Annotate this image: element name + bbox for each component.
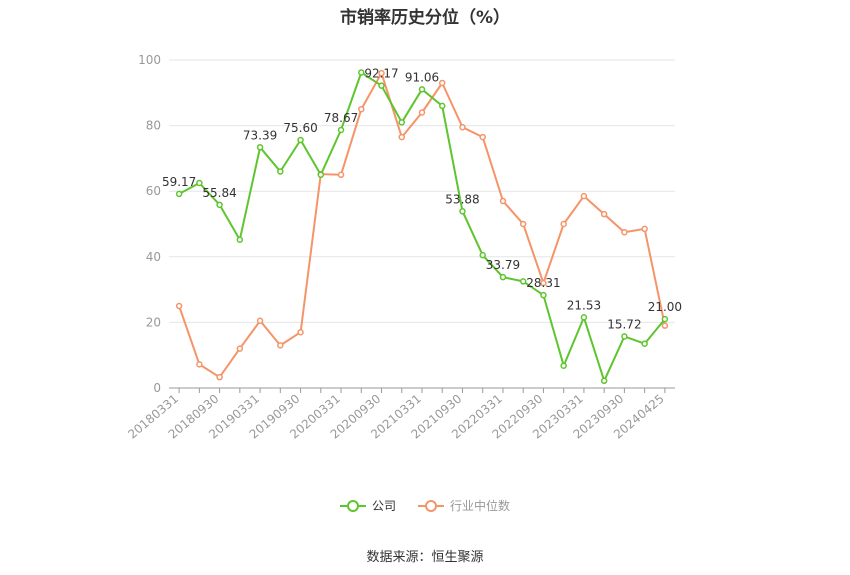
legend-industry-swatch-icon [418, 499, 444, 513]
data-point-company [358, 69, 365, 76]
y-tick-label: 80 [146, 119, 161, 133]
data-source: 数据来源：恒生聚源 [366, 550, 484, 565]
data-point-company [277, 168, 284, 175]
data-point-industry [540, 279, 547, 287]
data-point-company [560, 362, 567, 369]
legend-industry-label: 行业中位数 [450, 499, 511, 513]
data-point-industry [175, 302, 183, 310]
data-point-company [297, 136, 304, 144]
series-line-company [178, 71, 666, 382]
data-point-industry [499, 197, 507, 205]
legend-item-company[interactable]: 公司 [339, 497, 396, 514]
data-label: 15.72 [607, 317, 641, 331]
data-point-company [236, 236, 244, 243]
data-label: 55.84 [202, 186, 236, 200]
data-label: 78.67 [324, 111, 358, 125]
legend-company-label: 公司 [371, 499, 396, 513]
data-point-company [175, 190, 183, 198]
y-tick-label: 40 [146, 250, 161, 264]
data-point-company [378, 82, 385, 89]
data-point-industry [418, 109, 426, 116]
data-point-industry [459, 123, 466, 131]
data-point-company [196, 179, 203, 187]
data-point-company [317, 171, 325, 179]
data-label: 91.06 [405, 70, 439, 84]
data-point-industry [661, 322, 669, 329]
data-point-industry [358, 105, 365, 113]
data-point-industry [196, 361, 203, 368]
data-label: 75.60 [283, 121, 317, 135]
data-label: 53.88 [445, 192, 479, 206]
y-tick-label: 60 [146, 184, 161, 198]
data-point-industry [277, 342, 284, 349]
data-point-industry [641, 225, 648, 233]
data-point-company [661, 315, 669, 323]
data-label: 21.53 [567, 298, 601, 312]
data-point-industry [621, 228, 628, 236]
y-tick-label: 20 [146, 315, 161, 329]
data-point-industry [600, 210, 608, 218]
data-point-company [438, 102, 446, 110]
y-tick-label: 0 [153, 381, 161, 395]
data-label: 73.39 [243, 128, 277, 142]
data-label: 21.00 [648, 300, 682, 314]
data-point-industry [398, 133, 406, 141]
y-tick-label: 100 [138, 53, 161, 67]
data-point-industry [236, 345, 244, 352]
data-point-company [641, 340, 648, 347]
data-point-company [479, 251, 486, 259]
data-point-company [418, 86, 426, 93]
data-point-industry [297, 328, 304, 336]
data-point-company [459, 208, 466, 215]
data-point-industry [479, 133, 486, 141]
data-point-company [580, 314, 588, 321]
series-line-industry [178, 72, 666, 379]
data-label: 28.31 [526, 276, 560, 290]
legend-item-industry[interactable]: 行业中位数 [418, 497, 510, 514]
data-point-industry [256, 317, 264, 325]
data-point-company [256, 144, 264, 151]
line-chart: 0204060801002018033120180930201903312019… [125, 53, 682, 442]
data-point-industry [378, 69, 385, 77]
data-point-industry [519, 220, 527, 228]
legend-company-swatch-icon [339, 499, 366, 513]
data-label: 33.79 [486, 258, 520, 272]
data-point-industry [580, 192, 588, 200]
data-point-company [621, 333, 628, 340]
data-point-company [216, 201, 223, 209]
data-point-company [519, 278, 527, 285]
data-point-company [499, 273, 507, 281]
data-point-industry [438, 79, 446, 87]
data-point-company [540, 291, 547, 299]
data-label: 92.17 [364, 67, 398, 81]
data-point-industry [216, 373, 223, 381]
data-point-company [600, 377, 608, 385]
data-point-industry [560, 220, 567, 228]
data-point-industry [337, 171, 345, 179]
data-point-company [398, 119, 406, 126]
legend: 公司 行业中位数 [0, 497, 850, 514]
data-label: 59.17 [162, 175, 196, 189]
data-point-company [337, 126, 345, 134]
chart-title: 市销率历史分位（%） [339, 8, 511, 28]
